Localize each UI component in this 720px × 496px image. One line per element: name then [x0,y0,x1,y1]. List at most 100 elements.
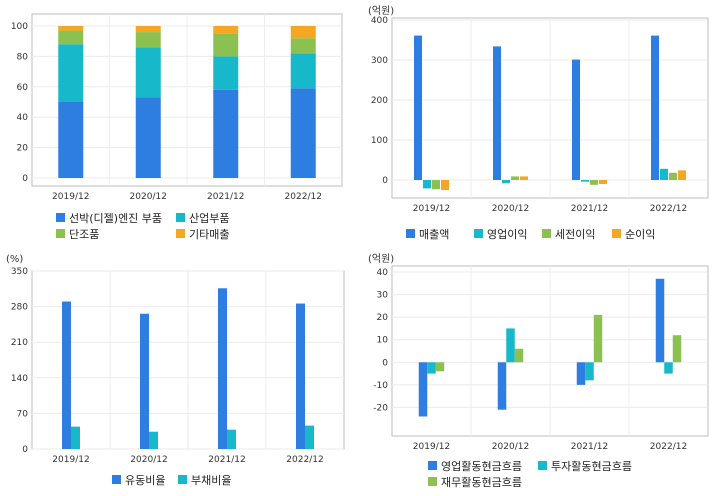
legend-label: 영업활동현금흐름 [441,459,522,473]
bar [213,89,239,178]
legend-swatch [56,229,65,238]
bar [71,426,80,449]
bar [651,35,659,180]
x-tick-label: 2022/12 [285,192,322,202]
bar [290,38,316,54]
x-tick-label: 2019/12 [52,455,89,465]
legend-swatch [112,475,121,484]
x-tick-label: 2021/12 [208,455,245,465]
y-tick-label: 280 [11,303,28,313]
bar [427,362,436,374]
cashflow-chart: (억원) -20 -10 0 10 20 30 40 2019/12 2020/12 2021/… [368,253,709,489]
bar [218,288,227,449]
y-tick-label: -20 [373,403,388,413]
bar [213,26,239,34]
bar [506,328,515,363]
x-tick-label: 2021/12 [571,442,608,452]
x-tick-label: 2020/12 [130,455,167,465]
unit-label: (억원) [368,253,394,265]
bar [290,88,316,178]
x-tick-label: 2019/12 [413,442,450,452]
bar [140,313,149,449]
bar [135,26,161,33]
bar [135,32,161,48]
y-tick-label: 30 [377,291,389,301]
legend-label: 매출액 [419,228,449,241]
legend-label: 세전이익 [555,228,595,241]
legend-label: 부채비율 [191,474,231,487]
bar [135,97,161,178]
legend-label: 단조품 [69,228,99,241]
legend-swatch [538,461,547,470]
bar [520,176,528,180]
legend-label: 선박(디젤)엔진 부품 [69,212,162,225]
y-tick-label: 350 [11,267,28,277]
x-tick-label: 2022/12 [650,442,687,452]
bar [423,180,431,189]
x-tick-label: 2020/12 [130,192,167,202]
bar [58,30,84,45]
bar [290,26,316,39]
legend-label: 영업이익 [487,228,527,241]
bar [432,180,440,190]
bar [435,362,445,372]
bar [493,46,501,181]
income-chart: (억원) 0 100 200 300 400 2019/12 2020/12 2021/12… [368,5,709,241]
y-tick-label: 0 [22,174,28,184]
bar [590,180,598,185]
x-tick-label: 2020/12 [492,442,529,452]
legend-swatch [542,229,551,238]
legend-swatch [428,461,437,470]
bar [581,180,589,182]
legend-label: 산업부품 [189,212,229,225]
bar [502,180,510,184]
bar [135,47,161,98]
bar [58,44,84,102]
unit-label: (%) [6,254,23,265]
y-tick-label: 60 [17,83,29,93]
unit-label: (억원) [368,5,394,17]
y-tick-label: 70 [17,409,29,419]
x-tick-label: 2019/12 [52,192,89,202]
y-tick-label: 100 [11,22,28,32]
legend-swatch [474,229,483,238]
bar [290,53,316,89]
bar [418,362,428,417]
x-tick-label: 2021/12 [571,204,608,214]
y-tick-label: 300 [371,56,388,66]
bar [572,59,580,180]
bar [305,425,314,449]
bar [227,429,236,449]
y-tick-label: 10 [377,336,389,346]
legend-swatch [178,475,187,484]
y-tick-label: 40 [377,268,389,278]
y-tick-label: 0 [22,445,28,455]
bar [511,176,519,180]
y-tick-label: 80 [17,52,29,62]
y-tick-label: 100 [371,136,388,146]
bar [213,33,239,57]
legend-swatch [406,229,415,238]
bar [678,170,686,180]
bar [58,26,84,31]
legend-swatch [176,213,185,222]
y-tick-label: -10 [373,381,388,391]
legend-swatch [56,213,65,222]
bar [414,35,422,180]
bar [593,314,603,363]
x-tick-label: 2019/12 [413,204,450,214]
revenue-composition-chart: 0 20 40 60 80 100 2019/12 2020/12 2021/12 2022/1… [11,13,343,241]
bar [672,335,682,363]
bar [664,362,673,374]
legend-label: 투자활동현금흐름 [551,459,632,473]
bar [497,362,507,410]
y-tick-label: 210 [11,338,28,348]
legend-swatch [612,229,621,238]
bar [585,362,594,381]
bar [669,172,677,180]
x-tick-label: 2021/12 [207,192,244,202]
y-tick-label: 200 [371,96,388,106]
bar [576,362,586,385]
bar [149,431,158,449]
y-tick-label: 400 [371,16,388,26]
